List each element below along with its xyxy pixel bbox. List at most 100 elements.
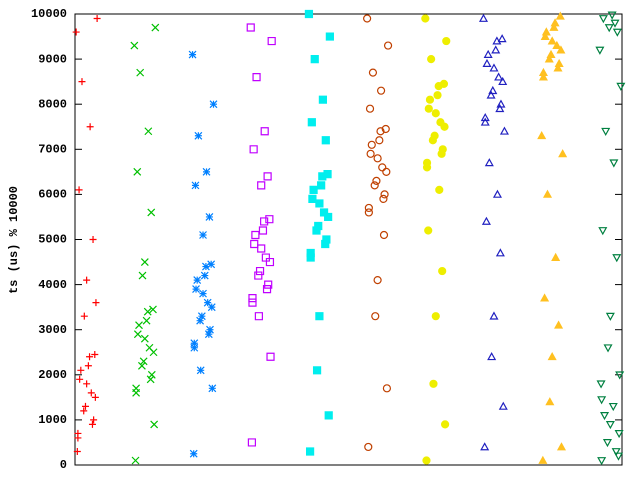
point [248, 294, 257, 303]
point [91, 393, 99, 401]
point [549, 22, 559, 31]
point [252, 73, 261, 82]
point [78, 78, 86, 86]
point [196, 316, 205, 325]
point [433, 91, 442, 100]
point [306, 248, 315, 258]
point [260, 217, 269, 226]
point [381, 124, 390, 134]
point [540, 293, 550, 302]
point [600, 411, 610, 421]
point [267, 36, 276, 46]
point [495, 248, 505, 257]
point [489, 63, 499, 72]
point [602, 439, 612, 448]
point [193, 276, 202, 285]
point [480, 112, 490, 122]
point [91, 351, 99, 359]
point [74, 429, 82, 437]
point [188, 50, 197, 59]
point [554, 320, 564, 329]
point [552, 40, 562, 49]
point [145, 343, 154, 352]
point [322, 235, 331, 244]
point [422, 158, 432, 167]
point [304, 9, 314, 19]
point [547, 36, 557, 45]
point [196, 366, 205, 375]
point [310, 55, 319, 64]
point [438, 145, 447, 154]
point [368, 68, 378, 77]
point [132, 384, 141, 393]
point [323, 170, 332, 179]
point [260, 127, 269, 136]
point [314, 221, 323, 231]
point [598, 15, 608, 24]
point [480, 117, 490, 126]
point [498, 76, 508, 86]
y-tick-label: 10000 [31, 7, 67, 21]
point [551, 252, 561, 261]
point [147, 370, 156, 379]
point [88, 420, 96, 428]
point [321, 136, 330, 145]
point [305, 447, 315, 456]
point [481, 216, 491, 225]
point [90, 416, 98, 424]
point [199, 289, 207, 298]
point [499, 126, 509, 135]
point [498, 401, 508, 410]
point [197, 312, 206, 321]
point [555, 11, 565, 20]
point [382, 167, 391, 176]
point [541, 27, 551, 36]
point [364, 208, 373, 217]
point [484, 158, 494, 167]
point [83, 276, 91, 284]
point [249, 145, 258, 154]
point [367, 140, 376, 149]
point [615, 371, 625, 380]
point [264, 280, 273, 289]
point [487, 352, 497, 361]
point [379, 230, 389, 240]
point [258, 226, 268, 235]
point [610, 19, 620, 28]
point [319, 208, 329, 217]
point [137, 361, 146, 370]
point [257, 244, 266, 253]
point [612, 254, 622, 263]
point [315, 199, 324, 208]
point [205, 213, 214, 221]
point [86, 353, 94, 361]
point [309, 185, 318, 194]
point [611, 448, 621, 457]
point [427, 55, 436, 64]
point [363, 14, 372, 23]
point [190, 339, 199, 348]
point [440, 420, 450, 429]
point [150, 420, 159, 429]
point [72, 28, 80, 36]
point [496, 99, 506, 108]
point [544, 54, 554, 63]
point [191, 181, 200, 190]
point [429, 379, 438, 388]
y-tick-label: 7000 [38, 142, 67, 156]
y-tick-label: 5000 [38, 233, 67, 247]
point [255, 266, 265, 276]
point [604, 24, 614, 33]
point [365, 104, 375, 113]
point [371, 312, 380, 321]
point [616, 82, 626, 91]
point [192, 285, 200, 294]
point [556, 442, 567, 451]
point [135, 321, 143, 330]
y-tick-label: 4000 [38, 278, 67, 292]
point [251, 230, 260, 240]
point [364, 203, 373, 213]
point [424, 104, 433, 113]
point [140, 334, 149, 343]
point [538, 67, 548, 77]
